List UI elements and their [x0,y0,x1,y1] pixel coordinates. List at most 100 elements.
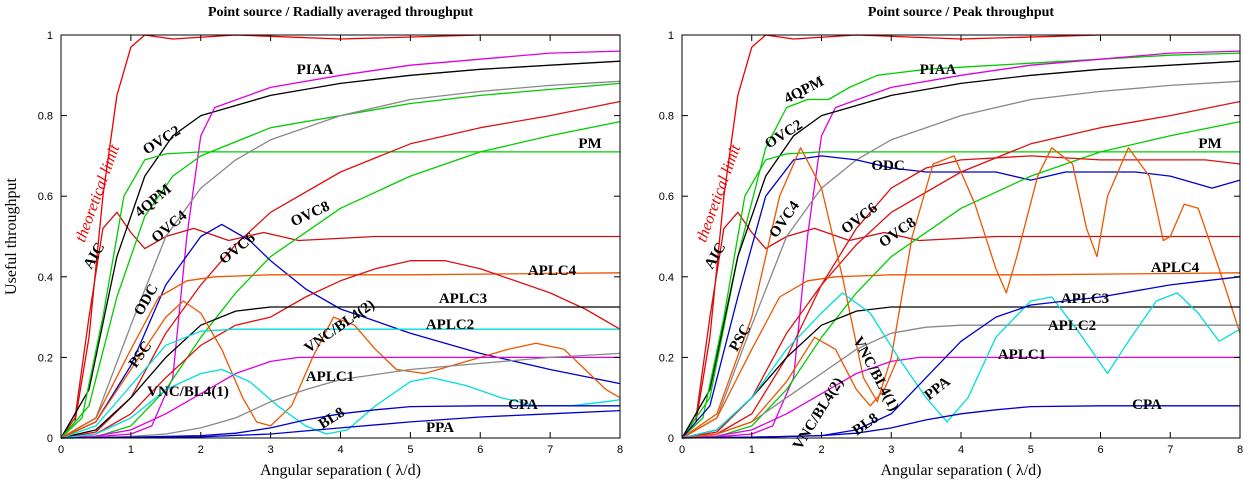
curve-label-aic: AIC [81,240,109,272]
curve-label-aplc4: APLC4 [1151,260,1200,276]
curve-label-aplc3: APLC3 [1061,291,1109,307]
x-tick-label: 5 [407,444,413,456]
series-line-ovc2 [60,60,621,439]
y-tick-label: 0.8 [38,111,53,123]
curve-label-ovc2: OVC2 [762,117,805,152]
series-line-vnc-bl4-1- [681,292,1241,439]
series-line-aplc3 [60,306,620,439]
y-tick-label: 0 [47,433,53,445]
curve-label-ovc8: OVC8 [288,198,332,230]
chart-panel-2: Point source / Peak throughput 0 1 2 3 4 5 6 7 8 0… [659,5,1243,479]
y-tick-label: 0.2 [38,352,53,364]
curve-label-ovc6: OVC6 [217,230,259,268]
curve-label-odc: ODC [871,158,904,174]
curve-label-pm: PM [1198,136,1221,152]
x-tick-label: 2 [198,444,204,456]
curve-label-theoretical-limit: theoretical limit [72,142,123,244]
chart-title: Point source / Radially averaged through… [208,5,473,20]
series-line-bl8 [681,336,899,439]
y-tick-label: 0.6 [659,191,674,203]
series-line-ovc8 [681,120,1241,439]
series-line-psc [60,300,621,439]
series-line-aplc4 [60,272,621,439]
curve-label-ppa: PPA [426,420,454,436]
x-tick-label: 5 [1028,444,1034,456]
series-line-ovc2 [681,60,1241,439]
x-tick-label: 8 [617,444,623,456]
curve-label-aplc2: APLC2 [426,317,474,333]
y-tick-label: 0 [668,433,674,445]
series-line-psc [681,147,1241,439]
series-group [681,34,1241,439]
series-line-aplc1 [60,356,620,439]
curve-label-ovc6: OVC6 [838,200,881,238]
y-tick-label: 0.2 [659,352,674,364]
series-line-vnc-bl4-2- [681,155,1241,439]
series-line-theoretical-limit [60,34,620,439]
series-line-4qpm [681,52,1241,439]
series-line-ovc4 [60,80,621,439]
curve-label-vnc-bl4-2-: VNC/BL4(2) [302,297,378,357]
curve-label-bl8: BL8 [850,410,882,439]
curve-label-aplc1: APLC1 [306,369,354,385]
x-tick-label: 8 [1237,444,1243,456]
x-tick-label: 6 [1097,444,1103,456]
x-tick-label: 0 [679,444,685,456]
curve-label-vnc-bl4-1-: VNC/BL4(1) [849,334,901,414]
series-group [60,34,621,439]
x-tick-label: 2 [818,444,824,456]
x-tick-label: 3 [888,444,894,456]
curve-label-cpa: CPA [1132,397,1162,413]
series-line-4qpm [60,82,621,439]
x-tick-label: 1 [128,444,134,456]
series-line-aplc2 [60,328,620,439]
x-tick-label: 4 [958,444,964,456]
series-line-ovc8 [60,120,621,439]
curve-label-vnc-bl4-2-: VNC/BL4(2) [790,375,847,453]
x-tick-label: 6 [477,444,483,456]
curve-label-aplc2: APLC2 [1048,318,1096,334]
series-line-odc [681,155,1241,439]
x-axis-label: Angular separation ( λ/d) [260,462,421,479]
series-line-ovc4 [681,80,1241,439]
x-tick-label: 1 [749,444,755,456]
series-line-vnc-bl4-1- [60,368,621,439]
curve-label-ovc4: OVC4 [149,207,191,246]
series-line-pm [681,151,1240,439]
curve-label-aplc3: APLC3 [439,291,487,307]
curve-label-cpa: CPA [508,397,538,413]
curve-label-4qpm: 4QPM [782,74,827,108]
chart-panel-1: Point source / Radially averaged through… [3,5,623,479]
x-tick-label: 0 [58,444,64,456]
curve-label-ovc4: OVC4 [766,198,803,241]
chart-title: Point source / Peak throughput [868,5,1055,20]
y-tick-label: 1 [668,30,674,42]
curve-label-aic: AIC [702,240,730,272]
series-line-ppa [60,409,621,439]
x-tick-label: 3 [268,444,274,456]
x-tick-label: 7 [1167,444,1173,456]
series-line-vnc-bl4-2- [60,260,621,439]
x-axis-label: Angular separation ( λ/d) [880,462,1041,479]
curve-label-theoretical-limit: theoretical limit [693,142,744,244]
series-line-theoretical-limit [681,34,1240,439]
curve-label-vnc-bl4-1-: VNC/BL4(1) [147,384,229,400]
series-line-piaa [60,50,621,439]
series-line-odc [60,223,621,439]
series-line-pm [60,151,620,439]
curve-label-piaa: PIAA [297,62,334,78]
curve-label-aplc4: APLC4 [528,263,577,279]
series-line-cpa [60,405,620,439]
y-tick-label: 0.6 [38,191,53,203]
curve-label-aplc1: APLC1 [998,347,1046,363]
y-axis-label: Useful throughput [3,178,20,295]
y-tick-label: 0.4 [659,272,674,284]
series-line-cpa [681,405,1240,439]
series-line-aplc1 [681,356,1240,439]
x-tick-label: 4 [337,444,343,456]
y-tick-label: 0.4 [38,272,53,284]
x-tick-label: 7 [547,444,553,456]
series-line-aplc4 [681,272,1241,439]
curve-label-4qpm: 4QPM [132,181,175,221]
